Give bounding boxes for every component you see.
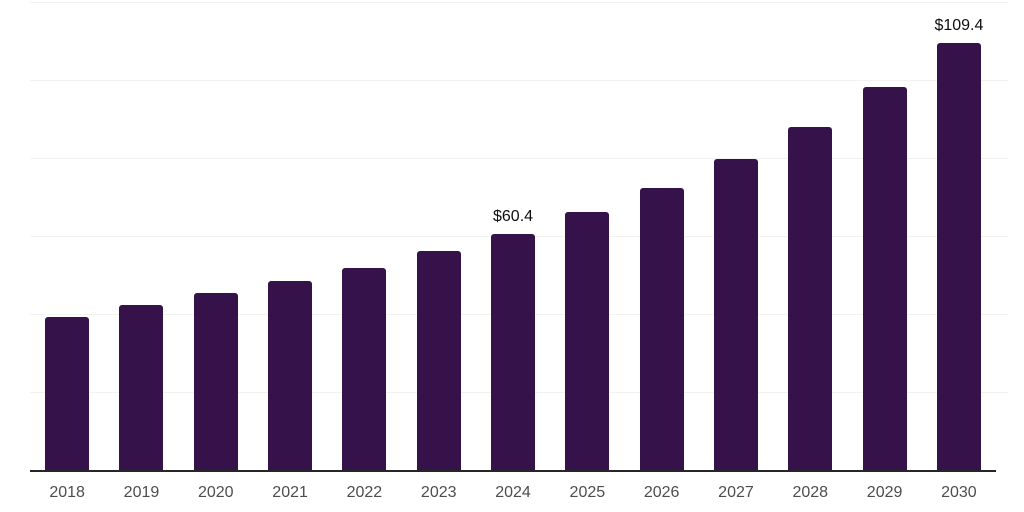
bar-2018 bbox=[45, 317, 90, 470]
bar-2021 bbox=[268, 280, 313, 470]
bar-slot-2029 bbox=[847, 0, 921, 470]
x-tick-2028: 2028 bbox=[792, 484, 829, 501]
x-tick-2020: 2020 bbox=[197, 484, 234, 501]
value-label-2030: $109.4 bbox=[934, 17, 984, 35]
bar-2025 bbox=[565, 211, 610, 470]
x-tick-2026: 2026 bbox=[643, 484, 680, 501]
bar-slot-2027 bbox=[699, 0, 773, 470]
bar-2023 bbox=[416, 250, 461, 470]
x-tick-2029: 2029 bbox=[866, 484, 903, 501]
gridline-120 bbox=[30, 2, 1008, 3]
x-tick-2025: 2025 bbox=[569, 484, 606, 501]
bar-slot-2026 bbox=[625, 0, 699, 470]
plot-area: $60.4 $109.4 bbox=[30, 0, 1008, 470]
bar-2027 bbox=[713, 159, 758, 470]
x-tick-2023: 2023 bbox=[420, 484, 457, 501]
bar-2026 bbox=[639, 188, 684, 470]
gridline-100 bbox=[30, 80, 1008, 81]
bar-slot-2022 bbox=[327, 0, 401, 470]
x-tick-2024: 2024 bbox=[495, 484, 531, 501]
bar-slot-2021 bbox=[253, 0, 327, 470]
gridline-80 bbox=[30, 158, 1008, 159]
x-tick-2021: 2021 bbox=[272, 484, 308, 501]
bar-2022 bbox=[342, 267, 387, 470]
value-label-2024: $60.4 bbox=[493, 208, 534, 226]
bar-slot-2023 bbox=[402, 0, 476, 470]
x-tick-2030: 2030 bbox=[941, 484, 977, 501]
x-tick-2019: 2019 bbox=[123, 484, 160, 501]
bar-slot-2024: $60.4 bbox=[476, 0, 550, 470]
bar-2020 bbox=[193, 293, 238, 470]
bar-2028 bbox=[788, 126, 833, 470]
bar-slot-2020 bbox=[179, 0, 253, 470]
x-tick-2027: 2027 bbox=[718, 484, 754, 501]
x-axis-line bbox=[30, 470, 996, 472]
bar-slot-2019 bbox=[104, 0, 178, 470]
bar-2030 bbox=[936, 43, 981, 470]
bar-series: $60.4 $109.4 bbox=[30, 0, 996, 470]
x-tick-2022: 2022 bbox=[346, 484, 383, 501]
bar-2024 bbox=[491, 234, 536, 470]
bar-slot-2018 bbox=[30, 0, 104, 470]
x-axis-labels: 2018 2019 2020 2021 2022 2023 2024 2025 2026 2027… bbox=[30, 483, 996, 503]
bar-2019 bbox=[119, 304, 164, 470]
bar-2029 bbox=[862, 87, 907, 470]
bar-slot-2028 bbox=[773, 0, 847, 470]
bar-slot-2030: $109.4 bbox=[922, 0, 996, 470]
bar-slot-2025 bbox=[550, 0, 624, 470]
x-tick-2018: 2018 bbox=[49, 484, 85, 501]
